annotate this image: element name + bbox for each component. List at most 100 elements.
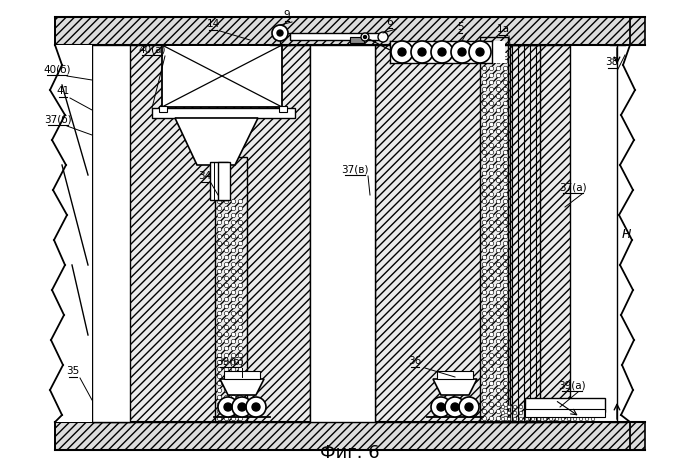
Circle shape bbox=[496, 60, 500, 64]
Circle shape bbox=[489, 80, 493, 85]
Circle shape bbox=[217, 199, 222, 204]
Circle shape bbox=[496, 241, 500, 246]
Circle shape bbox=[489, 220, 493, 225]
Circle shape bbox=[496, 374, 500, 379]
Circle shape bbox=[231, 409, 236, 414]
Circle shape bbox=[217, 248, 222, 252]
Circle shape bbox=[489, 150, 493, 155]
Circle shape bbox=[503, 360, 507, 365]
Circle shape bbox=[482, 276, 487, 281]
Circle shape bbox=[411, 41, 433, 63]
Circle shape bbox=[489, 115, 493, 120]
Circle shape bbox=[489, 136, 493, 141]
Circle shape bbox=[503, 136, 507, 141]
Circle shape bbox=[217, 374, 222, 379]
Circle shape bbox=[525, 405, 529, 409]
Circle shape bbox=[573, 417, 577, 421]
Circle shape bbox=[496, 199, 500, 204]
Polygon shape bbox=[433, 379, 477, 395]
Circle shape bbox=[579, 417, 583, 421]
Circle shape bbox=[224, 276, 229, 281]
Circle shape bbox=[503, 416, 507, 421]
Circle shape bbox=[496, 346, 500, 351]
Circle shape bbox=[489, 409, 493, 414]
Bar bbox=[218, 162, 230, 200]
Circle shape bbox=[507, 405, 511, 409]
Circle shape bbox=[482, 290, 487, 295]
Circle shape bbox=[503, 193, 507, 197]
Bar bbox=[525, 409, 605, 417]
Circle shape bbox=[489, 367, 493, 372]
Circle shape bbox=[217, 262, 222, 267]
Circle shape bbox=[482, 381, 487, 385]
Circle shape bbox=[238, 234, 243, 239]
Bar bbox=[224, 371, 260, 379]
Circle shape bbox=[482, 283, 487, 288]
Circle shape bbox=[217, 319, 222, 323]
Circle shape bbox=[224, 220, 229, 225]
Circle shape bbox=[238, 374, 243, 379]
Circle shape bbox=[231, 276, 236, 281]
Circle shape bbox=[579, 405, 583, 409]
Bar bbox=[159, 106, 167, 112]
Circle shape bbox=[503, 304, 507, 309]
Circle shape bbox=[489, 122, 493, 126]
Circle shape bbox=[503, 353, 507, 358]
Circle shape bbox=[224, 213, 229, 218]
Text: 37(б): 37(б) bbox=[44, 114, 72, 124]
Circle shape bbox=[503, 87, 507, 92]
Circle shape bbox=[496, 416, 500, 421]
Circle shape bbox=[513, 405, 517, 409]
Circle shape bbox=[232, 397, 252, 417]
Circle shape bbox=[224, 227, 229, 232]
Bar bbox=[525, 398, 605, 412]
Circle shape bbox=[482, 52, 487, 57]
Circle shape bbox=[496, 73, 500, 78]
Circle shape bbox=[231, 402, 236, 407]
Circle shape bbox=[489, 262, 493, 267]
Circle shape bbox=[238, 346, 243, 351]
Circle shape bbox=[496, 52, 500, 57]
Circle shape bbox=[459, 397, 479, 417]
Circle shape bbox=[391, 41, 413, 63]
Circle shape bbox=[224, 409, 229, 414]
Circle shape bbox=[231, 346, 236, 351]
Circle shape bbox=[217, 297, 222, 302]
Circle shape bbox=[503, 297, 507, 302]
Circle shape bbox=[482, 388, 487, 393]
Circle shape bbox=[482, 304, 487, 309]
Circle shape bbox=[482, 136, 487, 141]
Circle shape bbox=[503, 409, 507, 414]
Circle shape bbox=[458, 48, 466, 56]
Circle shape bbox=[482, 402, 487, 407]
Circle shape bbox=[489, 199, 493, 204]
Circle shape bbox=[217, 311, 222, 316]
Circle shape bbox=[496, 402, 500, 407]
Bar bbox=[510, 45, 540, 422]
Circle shape bbox=[252, 403, 260, 411]
Circle shape bbox=[224, 319, 229, 323]
Circle shape bbox=[482, 374, 487, 379]
Circle shape bbox=[217, 381, 222, 385]
Circle shape bbox=[238, 353, 243, 358]
Circle shape bbox=[503, 143, 507, 148]
Circle shape bbox=[482, 171, 487, 176]
Text: 35: 35 bbox=[66, 366, 80, 376]
Circle shape bbox=[503, 73, 507, 78]
Circle shape bbox=[217, 269, 222, 274]
Circle shape bbox=[482, 87, 487, 92]
Circle shape bbox=[482, 255, 487, 259]
Circle shape bbox=[489, 157, 493, 162]
Circle shape bbox=[451, 41, 473, 63]
Circle shape bbox=[489, 290, 493, 295]
Circle shape bbox=[217, 388, 222, 393]
Circle shape bbox=[489, 388, 493, 393]
Circle shape bbox=[496, 87, 500, 92]
Circle shape bbox=[378, 32, 388, 42]
Circle shape bbox=[503, 395, 507, 400]
Circle shape bbox=[489, 319, 493, 323]
Circle shape bbox=[238, 213, 243, 218]
Circle shape bbox=[231, 332, 236, 337]
Bar bbox=[350, 37, 364, 43]
Circle shape bbox=[503, 283, 507, 288]
